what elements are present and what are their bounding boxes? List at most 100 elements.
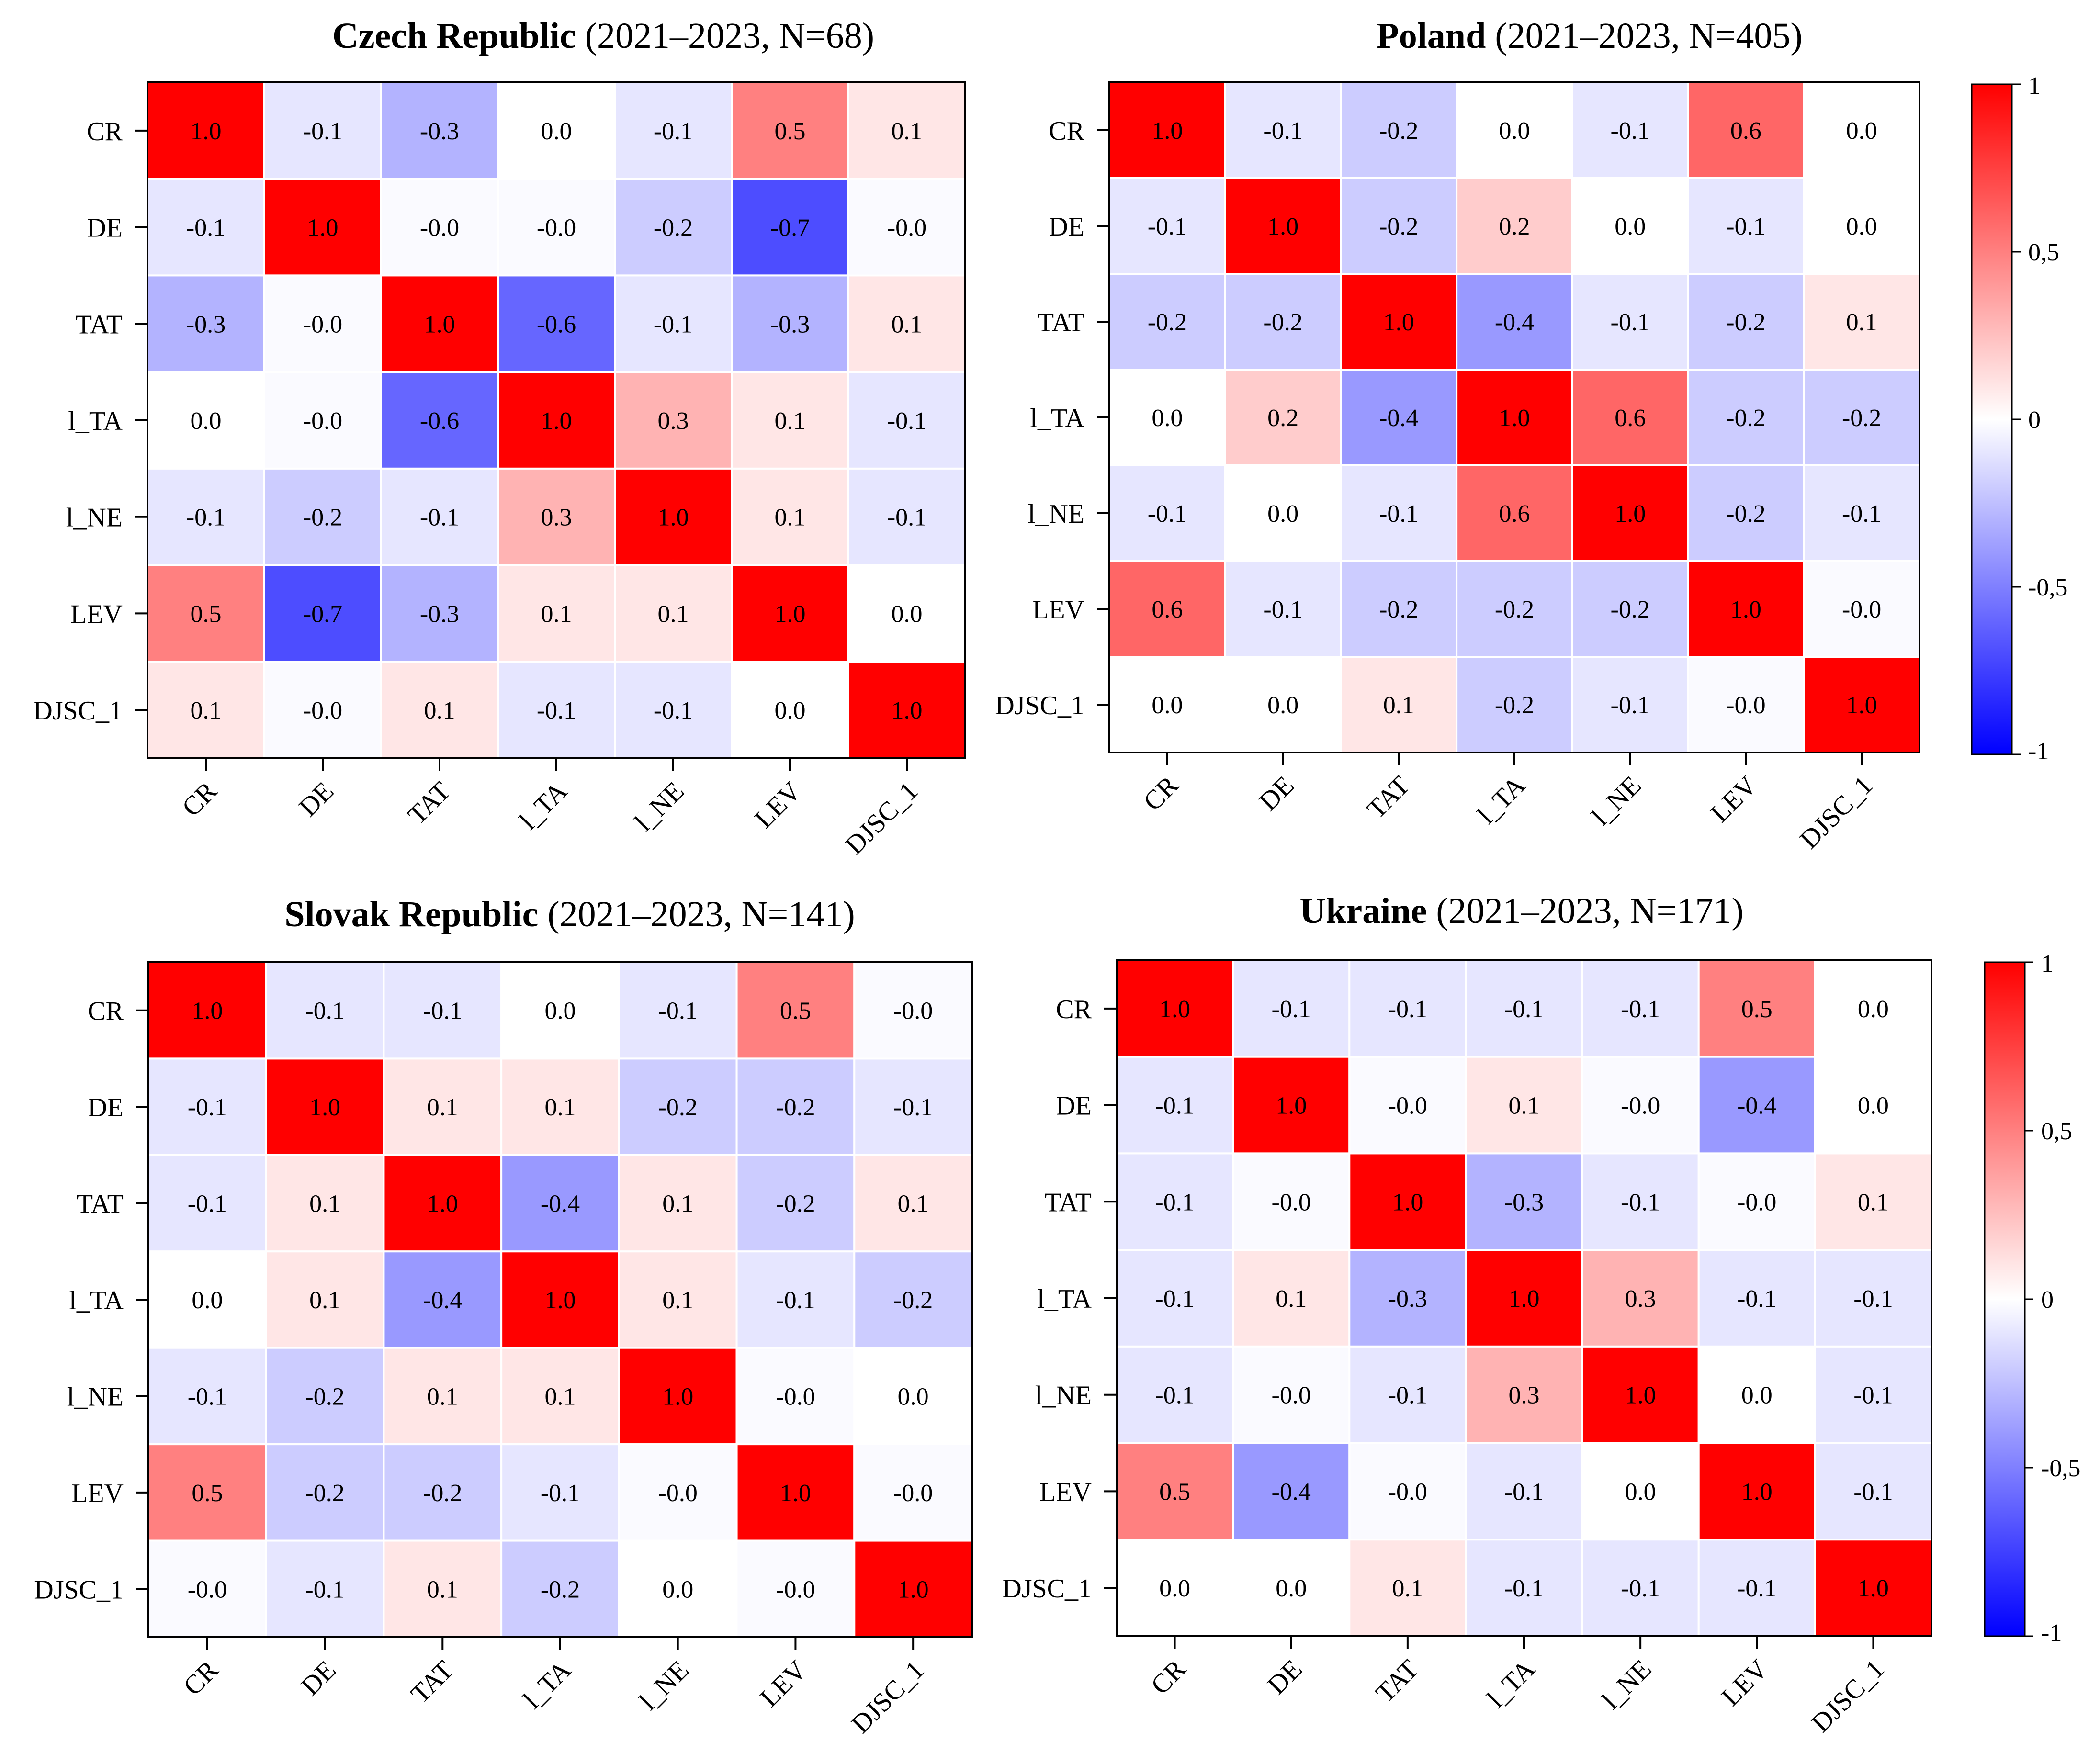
cell-value-label: -0.1 (1263, 117, 1302, 145)
cell-value-label: 1.0 (192, 998, 223, 1025)
heatmap-cell (380, 661, 499, 760)
column-label: LEV (1716, 1654, 1774, 1712)
heatmap-cell (380, 274, 499, 373)
panel-title: Czech Republic (2021–2023, N=68) (332, 16, 874, 56)
heatmap-cell (1224, 656, 1342, 753)
cell-value-label: 0.0 (1152, 404, 1183, 432)
column-label: l_NE (1596, 1654, 1657, 1715)
cell-value-label: -0.1 (1379, 500, 1418, 528)
colorbar-tick-label: 0 (2028, 406, 2041, 434)
cell-value-label: -0.4 (1495, 309, 1534, 336)
cell-value-label: -0.0 (303, 407, 342, 435)
cell-value-label: -0.3 (186, 311, 226, 338)
column-label: TAT (1361, 770, 1415, 824)
panel-title-country: Ukraine (1299, 891, 1427, 931)
cell-value-label: -0.0 (303, 697, 342, 724)
cell-value-label: -0.3 (1504, 1189, 1544, 1216)
column-label: TAT (405, 1655, 459, 1709)
heatmap-cell (1465, 1249, 1583, 1348)
heatmap-cell (497, 661, 616, 760)
cell-value-label: -0.0 (776, 1576, 815, 1603)
heatmap-cell (500, 1539, 620, 1639)
heatmap-cell (853, 1250, 973, 1349)
heatmap-cell (383, 961, 503, 1060)
cell-value-label: 0.1 (309, 1191, 340, 1218)
heatmap-cell (1348, 959, 1467, 1058)
cell-value-label: -0.1 (1388, 1382, 1427, 1409)
cell-value-label: 0.5 (775, 118, 806, 145)
heatmap-cell (735, 1539, 856, 1639)
cell-value-label: -0.6 (420, 407, 459, 435)
heatmap-cell (853, 1539, 973, 1639)
cell-value-label: 1.0 (898, 1576, 929, 1603)
cell-value-label: -0.1 (1853, 1478, 1893, 1506)
cell-value-label: -0.0 (188, 1576, 227, 1603)
heatmap-cell (1340, 81, 1458, 179)
cell-value-label: 1.0 (1499, 404, 1530, 432)
panel-title-country: Poland (1377, 16, 1486, 56)
heatmap-cell (618, 1539, 738, 1639)
heatmap-cell (265, 1154, 385, 1253)
cell-value-label: -0.1 (1504, 996, 1544, 1023)
cell-value-label: 0.1 (662, 1191, 693, 1218)
cell-value-label: 0.6 (1152, 596, 1183, 623)
heatmap-cell (1571, 464, 1689, 562)
cell-value-label: -0.1 (186, 214, 226, 242)
heatmap-cell (147, 961, 267, 1060)
cell-value-label: -0.1 (1611, 692, 1650, 719)
cell-value-label: -0.0 (303, 311, 342, 338)
cell-value-label: 0.3 (658, 407, 689, 435)
cell-value-label: -0.1 (305, 1576, 344, 1603)
panel-title: Poland (2021–2023, N=405) (1377, 16, 1802, 56)
cell-value-label: 0.1 (191, 697, 222, 724)
heatmap-cell (1465, 1539, 1583, 1637)
column-label: l_NE (1586, 770, 1647, 831)
colorbar-tick-label: 0,5 (2041, 1118, 2072, 1145)
cell-value-label: 0.0 (1152, 692, 1183, 719)
cell-value-label: -0.1 (1155, 1189, 1194, 1216)
cell-value-label: 1.0 (1392, 1189, 1423, 1216)
row-label: TAT (76, 310, 123, 339)
row-label: TAT (1045, 1188, 1092, 1217)
row-label: CR (87, 117, 123, 146)
row-label: DE (1056, 1091, 1092, 1121)
heatmap-cell (847, 178, 966, 277)
cell-value-label: 0.5 (780, 998, 811, 1025)
panel-title-country: Czech Republic (332, 16, 576, 56)
column-label: CR (1138, 770, 1184, 817)
cell-value-label: -0.1 (1155, 1382, 1194, 1409)
cell-value-label: -0.2 (541, 1576, 580, 1603)
colorbar-tick-label: -1 (2028, 738, 2049, 765)
heatmap-cell (731, 81, 849, 180)
colorbar: 1 0,5 0 -0,5 -1 (1984, 950, 2080, 1647)
heatmap-cell (1232, 1152, 1351, 1251)
cell-value-label: 0.0 (1499, 117, 1530, 145)
cell-value-label: 1.0 (191, 118, 222, 145)
cell-value-label: -0.0 (893, 1480, 933, 1507)
heatmap-cell (500, 1347, 620, 1446)
heatmap-cell (1697, 959, 1816, 1058)
cell-value-label: 0.0 (1858, 1092, 1889, 1120)
cell-value-label: -0.1 (1263, 596, 1302, 623)
cell-value-label: 0.1 (1383, 692, 1414, 719)
cell-value-label: -0.0 (1388, 1478, 1427, 1506)
cell-value-label: 1.0 (1159, 996, 1190, 1023)
column-label: TAT (402, 776, 456, 830)
cell-value-label: -0.2 (303, 504, 342, 531)
heatmap-cell (500, 1250, 620, 1349)
heatmap-cell (1581, 1056, 1700, 1155)
column-label: TAT (1370, 1654, 1424, 1708)
cell-value-label: -0.1 (188, 1094, 227, 1121)
heatmap-cell (1108, 81, 1226, 179)
cell-value-label: -0.2 (1842, 404, 1881, 432)
heatmap-cell (1108, 273, 1226, 371)
cell-value-label: -0.1 (1155, 1285, 1194, 1313)
heatmap-cell (1803, 369, 1920, 466)
cell-value-label: -0.0 (420, 214, 459, 242)
heatmap-cell (614, 564, 733, 663)
column-label: DJSC_1 (839, 776, 924, 860)
heatmap-panel-2: Poland (2021–2023, N=405) 1.0 -0.1 -0.2 0.0 -… (995, 16, 2067, 854)
colorbar-tick-label: 0 (2041, 1286, 2054, 1314)
heatmap-cell (618, 1443, 738, 1542)
